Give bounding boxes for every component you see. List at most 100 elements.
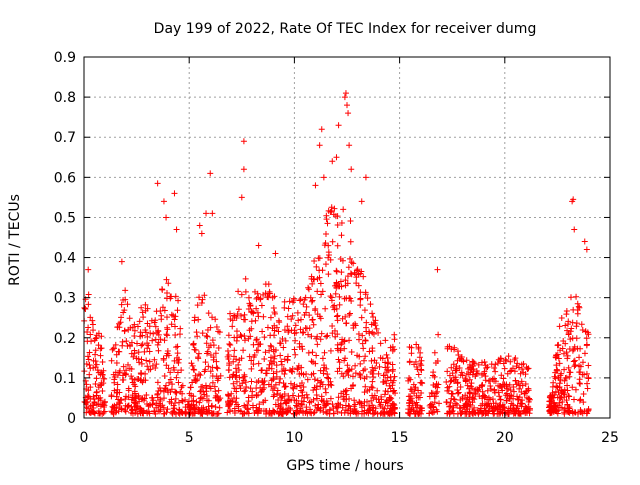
data-point bbox=[575, 303, 582, 310]
data-point bbox=[214, 365, 221, 372]
data-point bbox=[293, 407, 300, 414]
data-point bbox=[576, 380, 583, 387]
data-point bbox=[476, 393, 483, 400]
data-point bbox=[474, 370, 481, 377]
data-point bbox=[405, 406, 412, 413]
data-point bbox=[576, 354, 583, 361]
data-point bbox=[449, 402, 456, 409]
data-point bbox=[310, 370, 317, 377]
data-point bbox=[98, 345, 105, 352]
data-point bbox=[194, 354, 201, 361]
data-point bbox=[244, 402, 251, 409]
data-point bbox=[391, 331, 398, 338]
data-point bbox=[364, 387, 371, 394]
data-point bbox=[203, 332, 210, 339]
data-point bbox=[286, 298, 293, 305]
data-point bbox=[387, 373, 394, 380]
data-point bbox=[245, 335, 252, 342]
data-point bbox=[265, 281, 272, 288]
data-point bbox=[164, 326, 171, 333]
data-point bbox=[245, 294, 252, 301]
data-point bbox=[132, 383, 139, 390]
data-point bbox=[407, 396, 414, 403]
data-point bbox=[358, 400, 365, 407]
data-point bbox=[338, 232, 345, 239]
data-point bbox=[319, 355, 326, 362]
data-point bbox=[268, 343, 275, 350]
data-point bbox=[275, 328, 282, 335]
data-point bbox=[551, 399, 558, 406]
data-point bbox=[242, 288, 249, 295]
data-point bbox=[361, 366, 368, 373]
data-point bbox=[307, 409, 314, 416]
data-point bbox=[271, 385, 278, 392]
data-point bbox=[321, 349, 328, 356]
data-point bbox=[277, 375, 284, 382]
data-point bbox=[163, 290, 170, 297]
data-point bbox=[377, 340, 384, 347]
data-point bbox=[506, 392, 513, 399]
data-point bbox=[92, 351, 99, 358]
data-point bbox=[298, 397, 305, 404]
data-point bbox=[577, 345, 584, 352]
data-point bbox=[313, 386, 320, 393]
data-point bbox=[275, 397, 282, 404]
data-point bbox=[522, 380, 529, 387]
data-point bbox=[552, 369, 559, 376]
data-point bbox=[160, 355, 167, 362]
data-point bbox=[485, 400, 492, 407]
data-point bbox=[434, 266, 441, 273]
data-point bbox=[466, 361, 473, 368]
data-point bbox=[196, 222, 203, 229]
data-point bbox=[83, 381, 90, 388]
data-point bbox=[138, 342, 145, 349]
data-point bbox=[159, 286, 166, 293]
data-point bbox=[463, 409, 470, 416]
data-point bbox=[146, 358, 153, 365]
data-point bbox=[342, 406, 349, 413]
data-point bbox=[573, 293, 580, 300]
data-point bbox=[502, 356, 509, 363]
data-point bbox=[348, 166, 355, 173]
data-point bbox=[209, 379, 216, 386]
data-point bbox=[278, 361, 285, 368]
data-point bbox=[134, 340, 141, 347]
data-point bbox=[281, 384, 288, 391]
data-point bbox=[270, 393, 277, 400]
data-point bbox=[241, 402, 248, 409]
data-point bbox=[136, 398, 143, 405]
data-point bbox=[481, 392, 488, 399]
data-point bbox=[250, 404, 257, 411]
data-point bbox=[297, 316, 304, 323]
data-point bbox=[314, 311, 321, 318]
data-point bbox=[100, 380, 107, 387]
data-point bbox=[118, 397, 125, 404]
data-point bbox=[268, 383, 275, 390]
data-point bbox=[324, 332, 331, 339]
data-point bbox=[383, 351, 390, 358]
data-point bbox=[355, 336, 362, 343]
data-point bbox=[333, 305, 340, 312]
data-point bbox=[335, 394, 342, 401]
data-point bbox=[361, 410, 368, 417]
data-point bbox=[342, 282, 349, 289]
x-tick-label: 25 bbox=[601, 430, 619, 446]
data-point bbox=[225, 367, 232, 374]
data-point bbox=[250, 341, 257, 348]
data-point bbox=[193, 377, 200, 384]
data-point bbox=[382, 337, 389, 344]
data-point bbox=[95, 342, 102, 349]
data-point bbox=[362, 174, 369, 181]
data-point bbox=[305, 349, 312, 356]
data-point bbox=[153, 308, 160, 315]
data-point bbox=[189, 362, 196, 369]
data-point bbox=[258, 367, 265, 374]
data-point bbox=[327, 347, 334, 354]
data-point bbox=[578, 321, 585, 328]
data-point bbox=[284, 313, 291, 320]
data-point bbox=[506, 381, 513, 388]
data-point bbox=[492, 368, 499, 375]
data-point bbox=[349, 382, 356, 389]
data-point bbox=[289, 299, 296, 306]
data-point bbox=[285, 305, 292, 312]
